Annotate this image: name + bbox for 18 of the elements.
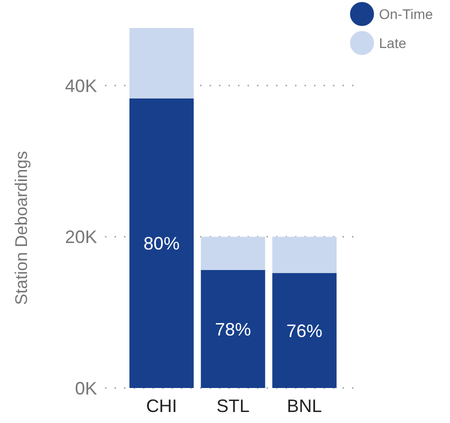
x-tick-label: CHI bbox=[146, 396, 178, 416]
bar bbox=[272, 236, 337, 274]
x-tick-label: STL bbox=[216, 396, 250, 416]
bar bbox=[272, 273, 337, 388]
bar bbox=[200, 236, 266, 270]
annotation: 80% bbox=[144, 233, 180, 254]
annotation: 76% bbox=[286, 320, 322, 341]
legend-label: On-Time bbox=[379, 6, 434, 22]
legend-label: Late bbox=[379, 34, 406, 51]
bar bbox=[129, 98, 194, 388]
y-tick-label: 40K bbox=[64, 76, 97, 96]
x-tick-label: BNL bbox=[286, 396, 322, 416]
y-tick-label: 0K bbox=[74, 378, 97, 398]
bar bbox=[200, 270, 266, 388]
bar bbox=[129, 28, 194, 98]
y-axis-title: Station Deboardings bbox=[12, 150, 31, 306]
y-tick-label: 20K bbox=[64, 227, 97, 248]
annotation: 78% bbox=[214, 319, 252, 340]
